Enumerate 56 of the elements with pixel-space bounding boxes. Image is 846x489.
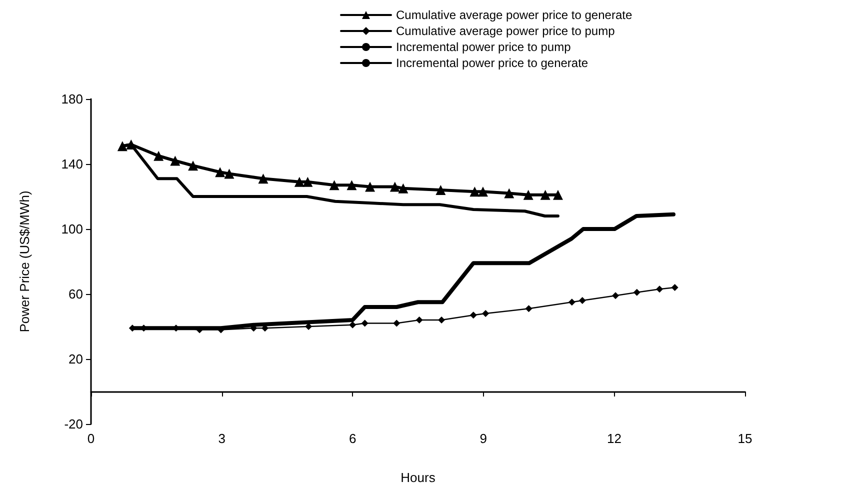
- y-tick-label: 140: [61, 156, 83, 172]
- point: [170, 156, 180, 166]
- point: [568, 298, 576, 306]
- point: [305, 323, 312, 330]
- legend-label: Cumulative average power price to pump: [396, 24, 616, 38]
- x-tick-label: 6: [348, 431, 356, 446]
- point: [504, 188, 514, 198]
- y-tick-label: 100: [61, 222, 83, 236]
- x-axis-title: Hours: [400, 470, 436, 485]
- legend-label: Incremental power price to generate: [396, 56, 588, 70]
- y-tick-label: 20: [68, 352, 83, 366]
- point: [302, 176, 313, 187]
- x-tick-label: 9: [480, 431, 488, 446]
- point: [656, 286, 664, 293]
- point: [525, 305, 532, 312]
- point: [478, 186, 488, 197]
- point: [349, 321, 356, 328]
- legend-label: Incremental power price to pump: [396, 40, 572, 54]
- point: [470, 186, 480, 197]
- x-tick-label: 0: [87, 431, 95, 446]
- point: [117, 141, 128, 152]
- point: [224, 168, 234, 179]
- point: [470, 312, 477, 319]
- point: [294, 176, 304, 187]
- y-tick-label: -20: [64, 416, 83, 432]
- y-axis-title: Power Price (US$/MWh): [17, 190, 32, 332]
- point: [258, 174, 268, 184]
- point: [612, 292, 620, 300]
- point: [671, 284, 678, 291]
- point: [346, 180, 357, 190]
- point: [361, 320, 368, 327]
- point: [578, 297, 586, 304]
- point: [552, 190, 563, 200]
- point: [215, 167, 226, 178]
- point: [217, 326, 224, 334]
- point: [540, 190, 550, 200]
- legend-label: Cumulative average power price to generate: [396, 8, 632, 22]
- point: [438, 316, 446, 324]
- x-tick-label: 12: [606, 431, 622, 446]
- point: [436, 185, 446, 195]
- x-tick-label: 3: [218, 431, 226, 446]
- point: [416, 316, 423, 324]
- y-tick-label: 60: [68, 286, 83, 302]
- point: [154, 150, 164, 161]
- point: [188, 160, 198, 171]
- x-tick-label: 15: [738, 431, 752, 446]
- point: [329, 180, 340, 190]
- point: [390, 182, 400, 192]
- point: [633, 288, 640, 296]
- point: [365, 182, 376, 192]
- point: [523, 190, 534, 200]
- point: [393, 320, 400, 327]
- point: [398, 183, 408, 194]
- point: [196, 326, 204, 334]
- point: [482, 310, 490, 317]
- y-tick-label: 180: [61, 92, 83, 106]
